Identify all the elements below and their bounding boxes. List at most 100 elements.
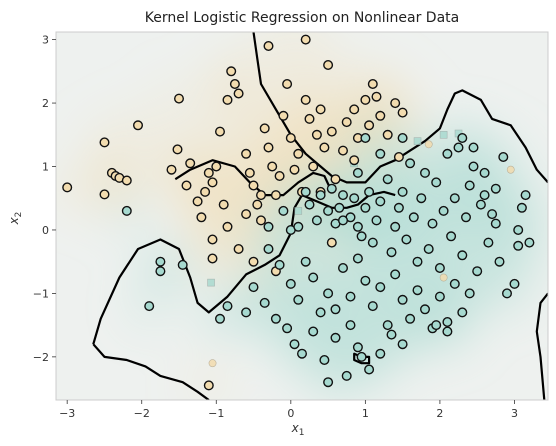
faint-square-marker bbox=[439, 130, 448, 139]
point-class-b bbox=[461, 212, 472, 223]
point-class-b bbox=[144, 301, 155, 312]
point-class-a bbox=[222, 94, 233, 105]
faint-circle-marker bbox=[439, 273, 448, 282]
point-class-a bbox=[233, 88, 244, 99]
point-class-b bbox=[382, 174, 393, 185]
point-class-a bbox=[300, 94, 311, 105]
point-class-b bbox=[352, 221, 363, 232]
faint-circle-marker bbox=[208, 359, 217, 368]
point-class-b bbox=[442, 326, 453, 337]
point-class-a bbox=[132, 120, 143, 131]
point-class-b bbox=[289, 339, 300, 350]
point-class-a bbox=[259, 123, 270, 134]
point-class-a bbox=[200, 186, 211, 197]
point-class-b bbox=[405, 158, 416, 169]
y-axis-label: x2 bbox=[7, 212, 24, 226]
point-class-b bbox=[498, 151, 509, 162]
point-class-b bbox=[360, 202, 371, 213]
point-class-b bbox=[177, 259, 188, 270]
point-class-a bbox=[185, 158, 196, 169]
x-tick-label: −3 bbox=[59, 407, 75, 420]
point-class-a bbox=[99, 137, 110, 148]
point-class-b bbox=[155, 256, 166, 267]
point-class-b bbox=[214, 313, 225, 324]
point-class-b bbox=[341, 370, 352, 381]
point-class-a bbox=[207, 253, 218, 264]
point-class-b bbox=[352, 167, 363, 178]
point-class-b bbox=[248, 282, 259, 293]
x-tick-label: −1 bbox=[208, 407, 224, 420]
point-class-b bbox=[457, 307, 468, 318]
point-class-a bbox=[371, 91, 382, 102]
point-class-b bbox=[412, 285, 423, 296]
point-class-b bbox=[155, 266, 166, 277]
x-axis-label: x1 bbox=[291, 421, 305, 438]
y-tick-label: 0 bbox=[42, 224, 49, 237]
point-class-b bbox=[375, 148, 386, 159]
point-class-a bbox=[319, 142, 330, 153]
point-class-b bbox=[293, 221, 304, 232]
point-class-b bbox=[475, 199, 486, 210]
point-class-b bbox=[479, 190, 490, 201]
faint-circle-marker bbox=[424, 140, 433, 149]
point-class-a bbox=[360, 94, 371, 105]
point-class-a bbox=[241, 209, 252, 220]
x-ticks: −3 −2 −1 0 1 2 3 bbox=[59, 400, 518, 420]
boundary-line bbox=[92, 190, 396, 345]
x-tick-label: 1 bbox=[362, 407, 369, 420]
point-class-a bbox=[282, 78, 293, 89]
x-tick-label: 2 bbox=[436, 407, 443, 420]
point-class-b bbox=[420, 304, 431, 315]
y-tick-label: 3 bbox=[42, 34, 49, 47]
point-class-b bbox=[386, 329, 397, 340]
point-class-b bbox=[405, 313, 416, 324]
point-class-b bbox=[520, 190, 531, 201]
point-class-b bbox=[431, 177, 442, 188]
point-class-b bbox=[468, 142, 479, 153]
point-class-b bbox=[371, 215, 382, 226]
scatter-points bbox=[62, 34, 535, 391]
point-class-a bbox=[293, 148, 304, 159]
point-class-b bbox=[494, 256, 505, 267]
point-class-a bbox=[397, 107, 408, 118]
point-class-a bbox=[211, 161, 222, 172]
point-class-b bbox=[263, 221, 274, 232]
point-class-a bbox=[349, 155, 360, 166]
point-class-b bbox=[427, 218, 438, 229]
point-class-b bbox=[315, 190, 326, 201]
point-class-b bbox=[323, 288, 334, 299]
point-class-b bbox=[315, 307, 326, 318]
point-class-a bbox=[311, 129, 322, 140]
point-class-b bbox=[434, 291, 445, 302]
point-class-a bbox=[62, 182, 73, 193]
point-class-a bbox=[256, 215, 267, 226]
point-class-b bbox=[516, 202, 527, 213]
point-class-b bbox=[121, 205, 132, 216]
point-class-a bbox=[330, 174, 341, 185]
point-class-b bbox=[338, 263, 349, 274]
faint-square-marker bbox=[413, 137, 422, 145]
point-class-b bbox=[431, 320, 442, 331]
point-class-b bbox=[338, 190, 349, 201]
point-class-b bbox=[457, 132, 468, 143]
point-class-a bbox=[207, 177, 218, 188]
point-class-b bbox=[326, 183, 337, 194]
point-class-a bbox=[304, 113, 315, 124]
point-class-b bbox=[390, 269, 401, 280]
point-class-b bbox=[442, 148, 453, 159]
point-class-a bbox=[256, 190, 267, 201]
point-class-b bbox=[345, 291, 356, 302]
point-class-b bbox=[416, 193, 427, 204]
point-class-b bbox=[282, 323, 293, 334]
point-class-b bbox=[300, 186, 311, 197]
point-class-b bbox=[487, 209, 498, 220]
x-tick-label: 0 bbox=[287, 407, 294, 420]
point-class-b bbox=[449, 193, 460, 204]
point-class-b bbox=[367, 301, 378, 312]
point-class-a bbox=[181, 180, 192, 191]
point-class-a bbox=[274, 170, 285, 181]
point-class-b bbox=[408, 212, 419, 223]
point-class-a bbox=[349, 104, 360, 115]
point-class-b bbox=[308, 272, 319, 283]
